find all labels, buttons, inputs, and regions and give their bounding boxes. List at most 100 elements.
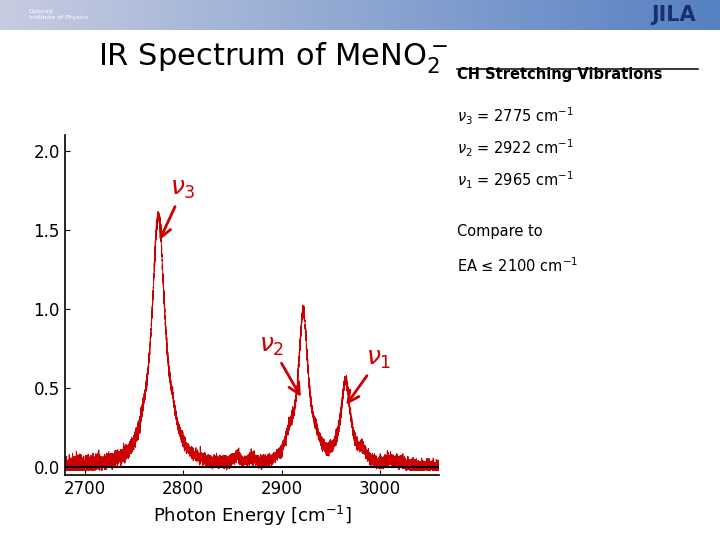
Bar	[522, 0, 526, 30]
Bar	[695, 0, 698, 30]
Text: $\nu_3$: $\nu_3$	[161, 177, 196, 237]
Bar	[324, 0, 328, 30]
Bar	[641, 0, 644, 30]
Bar	[515, 0, 518, 30]
Bar	[594, 0, 598, 30]
Bar	[7, 0, 11, 30]
Bar	[187, 0, 191, 30]
Bar	[4, 0, 7, 30]
Text: JILA: JILA	[651, 4, 696, 25]
Bar	[76, 0, 79, 30]
Bar	[713, 0, 716, 30]
Bar	[230, 0, 234, 30]
Bar	[382, 0, 385, 30]
Bar	[166, 0, 169, 30]
Bar	[320, 0, 324, 30]
Bar	[706, 0, 709, 30]
Bar	[295, 0, 299, 30]
Bar	[544, 0, 547, 30]
Bar	[148, 0, 151, 30]
Bar	[184, 0, 187, 30]
Bar	[616, 0, 619, 30]
Bar	[583, 0, 587, 30]
Bar	[256, 0, 259, 30]
Bar	[670, 0, 673, 30]
Bar	[310, 0, 313, 30]
Bar	[547, 0, 551, 30]
Bar	[587, 0, 590, 30]
Bar	[623, 0, 626, 30]
Bar	[263, 0, 266, 30]
Bar	[198, 0, 202, 30]
Bar	[644, 0, 648, 30]
Bar	[565, 0, 569, 30]
Bar	[414, 0, 418, 30]
Bar	[418, 0, 421, 30]
Bar	[356, 0, 360, 30]
Bar	[137, 0, 140, 30]
Bar	[540, 0, 544, 30]
Bar	[630, 0, 634, 30]
Bar	[216, 0, 220, 30]
Bar	[173, 0, 176, 30]
Bar	[112, 0, 115, 30]
Text: CH Stretching Vibrations: CH Stretching Vibrations	[457, 68, 662, 83]
Text: $\nu_1$: $\nu_1$	[348, 347, 392, 402]
Bar	[259, 0, 263, 30]
Bar	[94, 0, 97, 30]
Bar	[536, 0, 540, 30]
Bar	[209, 0, 212, 30]
Bar	[464, 0, 468, 30]
Bar	[562, 0, 565, 30]
Bar	[637, 0, 641, 30]
Bar	[158, 0, 162, 30]
Bar	[490, 0, 493, 30]
Text: $\nu_1$ = 2965 cm$^{-1}$: $\nu_1$ = 2965 cm$^{-1}$	[457, 170, 574, 192]
Bar	[266, 0, 270, 30]
Bar	[11, 0, 14, 30]
Bar	[486, 0, 490, 30]
Bar	[479, 0, 482, 30]
Bar	[605, 0, 608, 30]
Bar	[454, 0, 457, 30]
Bar	[122, 0, 126, 30]
Bar	[475, 0, 479, 30]
Bar	[691, 0, 695, 30]
Text: $\nu_2$: $\nu_2$	[259, 334, 300, 394]
Bar	[270, 0, 274, 30]
Bar	[533, 0, 536, 30]
Bar	[666, 0, 670, 30]
Bar	[716, 0, 720, 30]
Bar	[223, 0, 227, 30]
Bar	[68, 0, 72, 30]
Bar	[50, 0, 54, 30]
Bar	[220, 0, 223, 30]
Bar	[385, 0, 389, 30]
Bar	[472, 0, 475, 30]
Bar	[180, 0, 184, 30]
Bar	[83, 0, 86, 30]
Bar	[443, 0, 446, 30]
Bar	[702, 0, 706, 30]
Bar	[684, 0, 688, 30]
Bar	[551, 0, 554, 30]
Bar	[360, 0, 364, 30]
Bar	[115, 0, 119, 30]
Text: IR Spectrum of MeNO$_2^-$: IR Spectrum of MeNO$_2^-$	[99, 40, 449, 76]
Bar	[241, 0, 245, 30]
Bar	[652, 0, 655, 30]
Bar	[648, 0, 652, 30]
Bar	[576, 0, 580, 30]
Bar	[40, 0, 43, 30]
Bar	[140, 0, 144, 30]
Bar	[432, 0, 436, 30]
Bar	[313, 0, 317, 30]
Bar	[245, 0, 248, 30]
Bar	[457, 0, 461, 30]
Bar	[202, 0, 205, 30]
Bar	[284, 0, 288, 30]
Bar	[36, 0, 40, 30]
Text: $\nu_2$ = 2922 cm$^{-1}$: $\nu_2$ = 2922 cm$^{-1}$	[457, 138, 574, 159]
Bar	[86, 0, 90, 30]
Bar	[364, 0, 367, 30]
